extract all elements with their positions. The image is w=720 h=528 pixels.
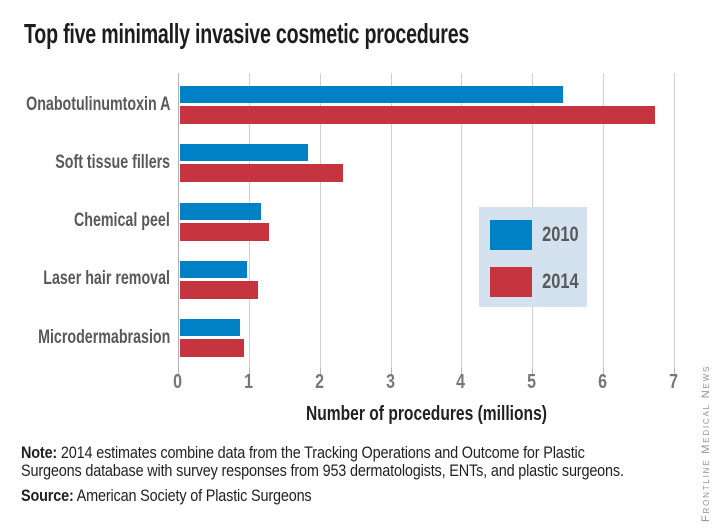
x-tick-label: 5 [527, 371, 537, 393]
bar-2010-soft-tissue-fillers [180, 144, 308, 161]
tick-mark [461, 368, 462, 376]
tick-mark [603, 368, 604, 376]
tick-mark [532, 368, 533, 376]
legend-swatch-2010 [490, 220, 532, 250]
note-text-1: 2014 estimates combine data from the Tra… [57, 443, 585, 462]
tick-mark [391, 368, 392, 376]
category-label: Soft tissue fillers [55, 152, 170, 173]
gridline [603, 73, 604, 368]
gridline [320, 73, 321, 368]
x-tick-label: 2 [315, 371, 325, 393]
note-text-2: Surgeons database with survey responses … [21, 461, 624, 480]
page-title-text: Top five minimally invasive cosmetic pro… [24, 18, 470, 49]
tick-mark [249, 368, 250, 376]
note-label: Note: [21, 443, 58, 462]
x-tick-label: 3 [386, 371, 396, 393]
bar-2010-onabotulinumtoxin-a [180, 86, 563, 103]
tick-mark [320, 368, 321, 376]
category-label: Laser hair removal [43, 268, 170, 289]
tick-mark [674, 368, 675, 376]
note-line-2: Surgeons database with survey responses … [21, 461, 720, 481]
bar-2014-onabotulinumtoxin-a [180, 106, 655, 124]
gridline [391, 73, 392, 368]
note-line-1: Note: 2014 estimates combine data from t… [21, 443, 684, 463]
category-label: Chemical peel [74, 210, 170, 231]
x-axis-label: Number of procedures (millions) [305, 403, 547, 425]
x-tick-label: 1 [244, 371, 254, 393]
gridline [674, 73, 675, 368]
category-label: Onabotulinumtoxin A [25, 94, 170, 115]
legend-label-2010: 2010 [541, 223, 579, 246]
tick-mark [178, 368, 179, 376]
gridline [461, 73, 462, 368]
gridline [249, 73, 250, 368]
x-tick-label: 0 [173, 371, 183, 393]
bar-2010-chemical-peel [180, 203, 261, 220]
bar-2014-microdermabrasion [180, 339, 244, 357]
bar-2014-laser-hair-removal [180, 281, 258, 299]
side-credit: Frontline Medical News [700, 364, 712, 522]
category-label: Microdermabrasion [37, 327, 170, 348]
plot-area: 0 1 2 3 4 5 6 7 [174, 73, 678, 392]
legend: 2010 2014 [479, 207, 587, 307]
y-axis-line [178, 73, 179, 368]
bar-2014-soft-tissue-fillers [180, 164, 343, 182]
source-line: Source: American Society of Plastic Surg… [21, 486, 363, 506]
legend-swatch-2014 [490, 267, 532, 297]
x-tick-label: 7 [669, 371, 679, 393]
bar-2014-chemical-peel [180, 223, 269, 241]
x-tick-label: 4 [456, 371, 466, 393]
x-tick-label: 6 [598, 371, 608, 393]
page-title: Top five minimally invasive cosmetic pro… [24, 18, 660, 49]
bar-2010-laser-hair-removal [180, 261, 247, 278]
legend-label-2014: 2014 [541, 270, 579, 293]
bar-2010-microdermabrasion [180, 319, 240, 336]
source-label: Source: [21, 486, 74, 505]
source-text: American Society of Plastic Surgeons [73, 486, 312, 505]
